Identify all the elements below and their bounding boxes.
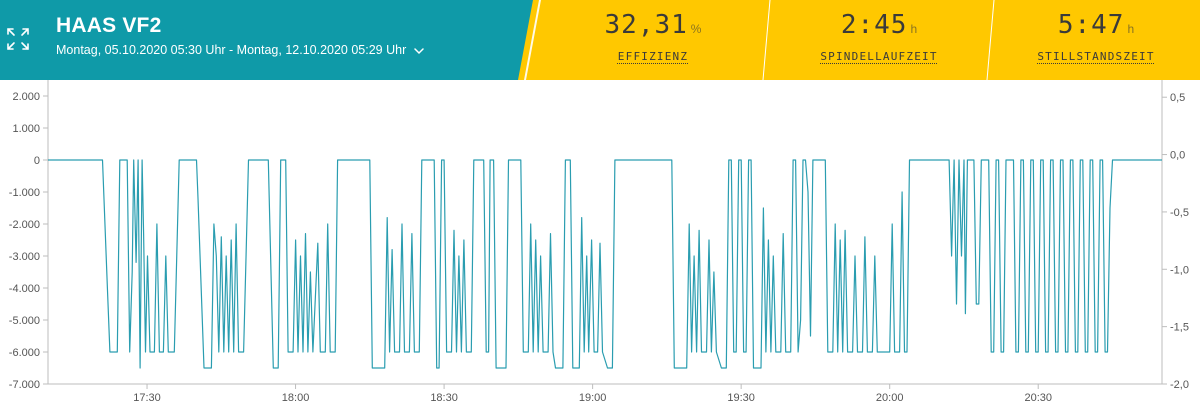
machine-panel-background [0, 0, 533, 80]
kpi-downtime-unit: h [1127, 22, 1135, 36]
kpi-efficiency[interactable]: 32,31% EFFIZIENZ [540, 0, 766, 80]
x-tick-label: 19:00 [579, 392, 607, 404]
header-bar: HAAS VF2 Montag, 05.10.2020 05:30 Uhr - … [0, 0, 1200, 80]
y-right-tick-label: -0,5 [1170, 207, 1189, 219]
kpi-downtime-value-group: 5:47 h [992, 10, 1200, 40]
date-range-text: Montag, 05.10.2020 05:30 Uhr - Montag, 1… [56, 43, 407, 57]
x-tick-label: 20:00 [876, 392, 904, 404]
y-left-tick-label: -6.000 [9, 347, 40, 359]
kpi-downtime[interactable]: 5:47 h STILLSTANDSZEIT [992, 0, 1200, 80]
chevron-down-icon [414, 44, 424, 58]
y-right-tick-label: 0,0 [1170, 150, 1185, 162]
expand-icon [7, 28, 29, 50]
kpi-spindle-runtime-unit: h [910, 22, 918, 36]
x-tick-label: 20:30 [1024, 392, 1052, 404]
kpi-efficiency-unit: % [690, 22, 702, 36]
y-left-tick-label: 2.000 [12, 91, 40, 103]
kpi-spindle-runtime[interactable]: 2:45 h SPINDELLAUFZEIT [768, 0, 990, 80]
kpi-spindle-runtime-value-group: 2:45 h [768, 10, 990, 40]
kpi-spindle-runtime-label: SPINDELLAUFZEIT [820, 50, 938, 63]
machine-title: HAAS VF2 [56, 14, 162, 37]
x-tick-label: 19:30 [727, 392, 755, 404]
spindle-chart[interactable]: 2.000 1.000 0 -1.000 -2.000 -3.000 -4.000 -5.00… [0, 80, 1200, 418]
y-left-tick-label: 0 [34, 155, 40, 167]
kpi-downtime-label: STILLSTANDSZEIT [1037, 50, 1155, 63]
y-right-tick-label: -1,5 [1170, 322, 1189, 334]
x-tick-label: 18:30 [430, 392, 458, 404]
series-line-0 [48, 159, 1162, 369]
expand-button[interactable] [4, 25, 32, 53]
kpi-spindle-runtime-value: 2:45 [840, 10, 908, 40]
x-tick-label: 18:00 [282, 392, 310, 404]
y-left-tick-label: -4.000 [9, 283, 40, 295]
header-background [0, 0, 1200, 80]
y-left-tick-label: -2.000 [9, 219, 40, 231]
kpi-divider [986, 0, 995, 80]
kpi-efficiency-label: EFFIZIENZ [617, 50, 689, 63]
y-left-tick-label: 1.000 [12, 123, 40, 135]
kpi-downtime-value: 5:47 [1057, 10, 1125, 40]
y-right-tick-label: 0,5 [1170, 92, 1185, 104]
y-right-tick-label: -1,0 [1170, 264, 1189, 276]
header-divider [524, 0, 541, 80]
y-right-tick-label: -2,0 [1170, 379, 1189, 391]
kpi-efficiency-value-group: 32,31% [540, 10, 766, 40]
kpi-efficiency-value: 32,31 [604, 10, 688, 40]
kpi-divider [762, 0, 771, 80]
x-tick-label: 17:30 [133, 392, 161, 404]
y-left-tick-label: -3.000 [9, 251, 40, 263]
y-left-tick-label: -7.000 [9, 379, 40, 391]
date-range-selector[interactable]: Montag, 05.10.2020 05:30 Uhr - Montag, 1… [56, 43, 424, 58]
y-left-tick-label: -5.000 [9, 315, 40, 327]
y-left-tick-label: -1.000 [9, 187, 40, 199]
